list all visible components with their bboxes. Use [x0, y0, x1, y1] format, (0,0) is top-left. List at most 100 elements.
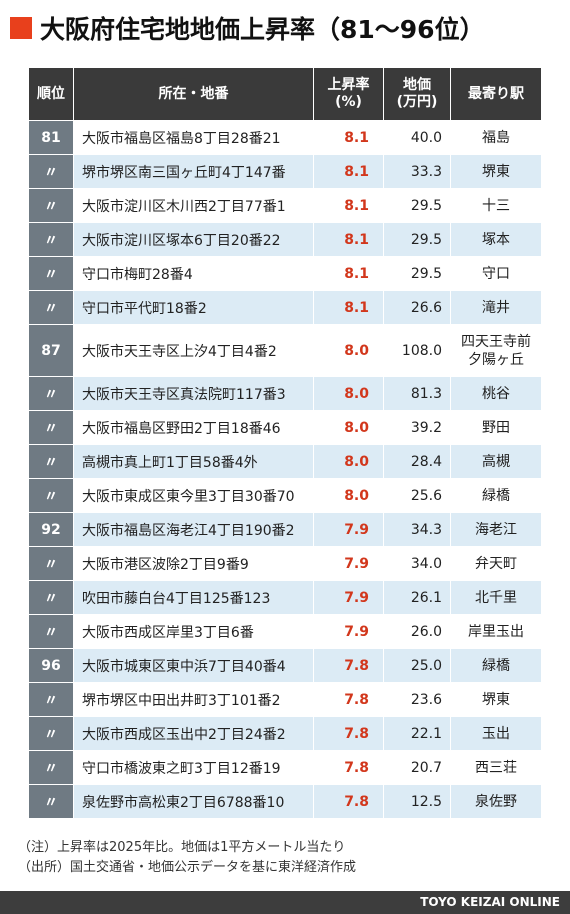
table-row: 87 大阪市天王寺区上汐4丁目4番2 8.0 108.0 四天王寺前 夕陽ヶ丘	[29, 325, 541, 376]
rate-cell: 8.1	[314, 223, 384, 256]
address-cell: 大阪市港区波除2丁目9番9	[74, 547, 314, 580]
address-cell: 高槻市真上町1丁目58番4外	[74, 445, 314, 478]
station-name: 守口	[482, 265, 510, 282]
station-name: 福島	[482, 129, 510, 146]
station-cell: 四天王寺前 夕陽ヶ丘	[451, 325, 541, 376]
address-cell: 大阪市淀川区木川西2丁目77番1	[74, 189, 314, 222]
station-cell: 福島	[451, 121, 541, 154]
station-cell: 緑橋	[451, 649, 541, 682]
rank-cell: 87	[29, 325, 74, 376]
table-row: 〃大阪市西成区玉出中2丁目24番2 7.8 22.1 玉出	[29, 717, 541, 750]
station-name: 弁天町	[475, 555, 517, 572]
station-name: 西三荘	[475, 759, 517, 776]
price-cell: 108.0	[384, 325, 451, 376]
station-cell: 守口	[451, 257, 541, 290]
header-price: 地価 (万円)	[384, 68, 451, 120]
station-cell: 滝井	[451, 291, 541, 324]
address-cell: 大阪市淀川区塚本6丁目20番22	[74, 223, 314, 256]
station-cell: 堺東	[451, 683, 541, 716]
rate-cell: 7.8	[314, 683, 384, 716]
station-name: 滝井	[482, 299, 510, 316]
address-cell: 大阪市福島区福島8丁目28番21	[74, 121, 314, 154]
price-cell: 29.5	[384, 223, 451, 256]
rank-cell: 〃	[29, 223, 74, 256]
address-cell: 大阪市城東区東中浜7丁目40番4	[74, 649, 314, 682]
price-cell: 81.3	[384, 377, 451, 410]
table-row: 〃守口市平代町18番2 8.1 26.6 滝井	[29, 291, 541, 324]
title-marker-square	[10, 17, 32, 39]
address-cell: 堺市堺区中田出井町3丁101番2	[74, 683, 314, 716]
price-cell: 12.5	[384, 785, 451, 818]
station-name: 桃谷	[482, 385, 510, 402]
rank-cell: 〃	[29, 155, 74, 188]
footer-brand: TOYO KEIZAI ONLINE	[0, 891, 570, 914]
rate-cell: 8.0	[314, 377, 384, 410]
rank-cell: 〃	[29, 445, 74, 478]
station-cell: 塚本	[451, 223, 541, 256]
table-row: 〃守口市梅町28番4 8.1 29.5 守口	[29, 257, 541, 290]
price-cell: 26.0	[384, 615, 451, 648]
rate-cell: 7.8	[314, 717, 384, 750]
address-cell: 泉佐野市高松東2丁目6788番10	[74, 785, 314, 818]
rank-cell: 〃	[29, 377, 74, 410]
station-name: 堺東	[482, 163, 510, 180]
table-row: 〃高槻市真上町1丁目58番4外 8.0 28.4 高槻	[29, 445, 541, 478]
table-row: 〃大阪市淀川区木川西2丁目77番1 8.1 29.5 十三	[29, 189, 541, 222]
note-source: （出所）国土交通省・地価公示データを基に東洋経済作成	[18, 860, 357, 875]
station-name: 北千里	[475, 589, 517, 606]
address-cell: 大阪市西成区岸里3丁目6番	[74, 615, 314, 648]
rank-cell: 〃	[29, 785, 74, 818]
rate-cell: 8.0	[314, 479, 384, 512]
rate-cell: 7.9	[314, 615, 384, 648]
station-cell: 桃谷	[451, 377, 541, 410]
station-name: 緑橋	[482, 657, 510, 674]
station-cell: 野田	[451, 411, 541, 444]
header-station: 最寄り駅	[451, 68, 541, 120]
rank-cell: 〃	[29, 479, 74, 512]
rank-cell: 〃	[29, 751, 74, 784]
header-price-line1: 地価	[403, 77, 431, 93]
station-name: 塚本	[482, 231, 510, 248]
station-name-second: 夕陽ヶ丘	[468, 351, 524, 368]
note-definition: （注）上昇率は2025年比。地価は1平方メートル当たり	[18, 840, 346, 855]
station-cell: 高槻	[451, 445, 541, 478]
rank-cell: 〃	[29, 291, 74, 324]
table-body: 81 大阪市福島区福島8丁目28番21 8.1 40.0 福島〃堺市堺区南三国ヶ丘町4丁…	[29, 121, 541, 818]
table-row: 〃大阪市淀川区塚本6丁目20番22 8.1 29.5 塚本	[29, 223, 541, 256]
rate-cell: 8.0	[314, 445, 384, 478]
table-row: 〃吹田市藤白台4丁目125番123 7.9 26.1 北千里	[29, 581, 541, 614]
table-row: 〃堺市堺区南三国ヶ丘町4丁147番 8.1 33.3 堺東	[29, 155, 541, 188]
rate-cell: 8.1	[314, 291, 384, 324]
rank-cell: 〃	[29, 189, 74, 222]
station-cell: 泉佐野	[451, 785, 541, 818]
price-cell: 34.3	[384, 513, 451, 546]
price-cell: 39.2	[384, 411, 451, 444]
header-rate: 上昇率 (%)	[314, 68, 384, 120]
station-cell: 西三荘	[451, 751, 541, 784]
rank-cell: 〃	[29, 257, 74, 290]
address-cell: 堺市堺区南三国ヶ丘町4丁147番	[74, 155, 314, 188]
station-name: 堺東	[482, 691, 510, 708]
station-name: 泉佐野	[475, 793, 517, 810]
price-cell: 20.7	[384, 751, 451, 784]
rank-cell: 81	[29, 121, 74, 154]
station-cell: 玉出	[451, 717, 541, 750]
table-row: 〃堺市堺区中田出井町3丁101番2 7.8 23.6 堺東	[29, 683, 541, 716]
address-cell: 守口市梅町28番4	[74, 257, 314, 290]
address-cell: 大阪市福島区野田2丁目18番46	[74, 411, 314, 444]
price-cell: 33.3	[384, 155, 451, 188]
station-name: 高槻	[482, 453, 510, 470]
station-cell: 堺東	[451, 155, 541, 188]
rate-cell: 7.8	[314, 785, 384, 818]
rank-cell: 〃	[29, 581, 74, 614]
rank-cell: 96	[29, 649, 74, 682]
price-cell: 23.6	[384, 683, 451, 716]
price-cell: 22.1	[384, 717, 451, 750]
station-name: 海老江	[475, 521, 517, 538]
address-cell: 大阪市西成区玉出中2丁目24番2	[74, 717, 314, 750]
table-row: 81 大阪市福島区福島8丁目28番21 8.1 40.0 福島	[29, 121, 541, 154]
header-rank: 順位	[29, 68, 74, 120]
station-name: 岸里玉出	[468, 623, 524, 640]
station-cell: 弁天町	[451, 547, 541, 580]
rank-cell: 〃	[29, 547, 74, 580]
